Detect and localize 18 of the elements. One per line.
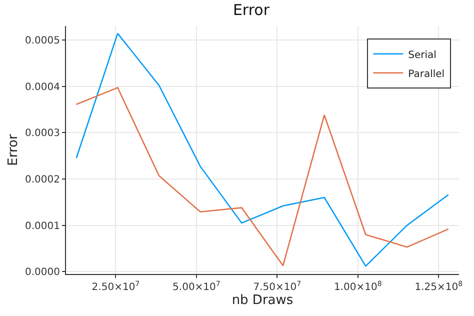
y-tick-label: 0.0000 [25, 267, 60, 278]
y-tick-label: 0.0005 [25, 35, 60, 46]
x-tick-label: 1.25×10$^{8}$ [414, 280, 463, 293]
y-tick-label: 0.0003 [25, 128, 60, 140]
x-tick-label: 5.00×10$^{7}$ [172, 280, 220, 293]
line-series [76, 32, 449, 267]
y-tick-label: 0.0001 [25, 220, 60, 232]
y-tick-label: 0.0002 [25, 174, 60, 186]
x-tick-label: 7.50×10$^{7}$ [253, 280, 302, 293]
x-axis-title: nb Draws [232, 293, 294, 308]
x-tick-label: 2.50×10$^{7}$ [92, 280, 140, 293]
y-axis-title: Error [6, 134, 21, 166]
chart-title: Error [232, 1, 270, 20]
line-series [76, 87, 449, 266]
x-tick-label: 1.00×10$^{8}$ [334, 280, 382, 293]
legend-label: Serial [408, 50, 436, 61]
legend-label: Parallel [408, 68, 445, 80]
y-tick-label: 0.0004 [25, 82, 60, 93]
